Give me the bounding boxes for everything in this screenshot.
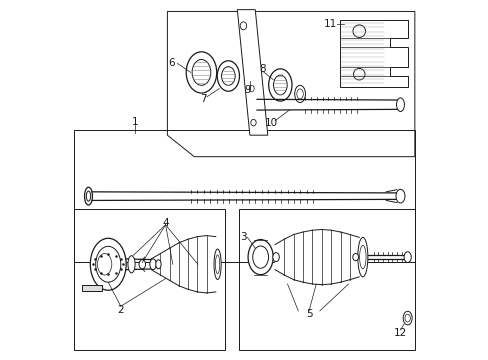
Ellipse shape [221,67,235,85]
Ellipse shape [296,89,303,99]
Ellipse shape [217,61,239,91]
Ellipse shape [403,252,410,262]
Ellipse shape [395,189,404,203]
Text: 2: 2 [117,305,124,315]
Ellipse shape [249,85,254,92]
Text: 11: 11 [323,19,337,29]
Ellipse shape [352,25,365,37]
Ellipse shape [192,59,210,85]
Ellipse shape [139,260,145,269]
Text: 4: 4 [162,218,168,228]
Ellipse shape [246,74,252,82]
Text: 7: 7 [200,94,206,104]
Text: 5: 5 [305,310,312,319]
Polygon shape [237,10,267,135]
Text: 12: 12 [393,328,407,338]
Text: 1: 1 [132,117,138,127]
Ellipse shape [353,68,364,80]
Text: 8: 8 [259,64,265,74]
Text: 10: 10 [264,118,278,128]
Ellipse shape [149,259,156,270]
Ellipse shape [268,69,291,101]
Bar [82,285,102,291]
Ellipse shape [294,85,305,103]
Ellipse shape [250,120,256,126]
Ellipse shape [86,191,90,201]
Ellipse shape [403,311,411,325]
Text: 3: 3 [240,232,246,242]
Ellipse shape [90,238,126,290]
Ellipse shape [214,249,221,279]
Ellipse shape [97,253,112,275]
Ellipse shape [96,246,121,282]
Ellipse shape [84,187,92,205]
Ellipse shape [272,253,279,262]
Ellipse shape [240,22,246,30]
Text: 9: 9 [244,85,250,95]
Ellipse shape [215,255,219,274]
Ellipse shape [273,75,286,95]
Ellipse shape [404,314,409,322]
Ellipse shape [247,239,273,275]
Ellipse shape [244,71,254,85]
Ellipse shape [396,98,404,112]
Ellipse shape [359,246,366,269]
Ellipse shape [155,260,161,269]
Ellipse shape [128,256,135,273]
Polygon shape [339,21,407,87]
Ellipse shape [352,253,358,261]
Ellipse shape [186,52,216,93]
Ellipse shape [357,237,367,277]
Ellipse shape [252,246,268,268]
Text: 6: 6 [168,58,175,68]
